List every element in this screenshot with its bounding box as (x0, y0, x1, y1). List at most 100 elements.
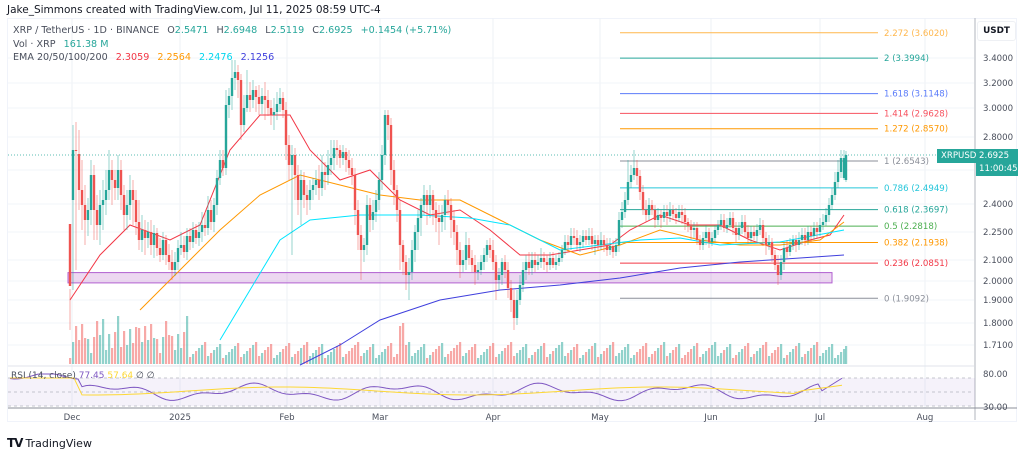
volume-bar (675, 347, 678, 364)
volume-bar (705, 351, 708, 364)
volume-bar (108, 334, 111, 364)
volume-legend[interactable]: Vol · XRP 161.38 M (13, 39, 114, 50)
candle-body (269, 108, 273, 115)
volume-bar (747, 343, 750, 364)
ema-legend[interactable]: EMA 20/50/100/200 2.3059 2.2564 2.2476 2… (13, 52, 279, 63)
candle-body (500, 262, 504, 275)
volume-bar (171, 336, 174, 364)
price-tick: 2.4000 (983, 200, 1013, 210)
candle-body (83, 205, 87, 220)
candle-body (806, 232, 810, 240)
candle-body (131, 190, 135, 200)
volume-bar (516, 353, 519, 364)
candle-body (419, 205, 423, 218)
candle-body (425, 195, 429, 205)
rsi-tick-30: 30.00 (983, 403, 1008, 413)
volume-bar (534, 352, 537, 364)
volume-bar (342, 357, 345, 364)
volume-bar (444, 357, 447, 364)
candle-body (842, 158, 846, 178)
support-zone-rectangle[interactable] (67, 272, 833, 284)
volume-bar (642, 346, 645, 364)
candle-body (686, 222, 690, 226)
candle-body (215, 178, 219, 205)
volume-bar (711, 345, 714, 364)
candle-body (341, 152, 345, 158)
chart-credit: Jake_Simmons created with TradingView.co… (7, 4, 381, 16)
rsi-legend[interactable]: RSI (14, close) 77.45 57.64 ∅ ∅ (11, 371, 155, 381)
candle-body (320, 172, 324, 188)
volume-bar (204, 342, 207, 364)
ema20-value: 2.3059 (115, 52, 150, 63)
candle-body (827, 205, 831, 215)
candle-body (653, 210, 657, 220)
volume-bar (144, 326, 147, 364)
candle-body (332, 148, 336, 158)
volume-bar (606, 348, 609, 364)
candle-body (296, 175, 300, 200)
volume-bar (795, 346, 798, 364)
candle-body (641, 192, 645, 210)
candle-body (584, 236, 588, 240)
volume-bar (570, 350, 573, 364)
candle-body (245, 95, 249, 108)
candle-body (482, 255, 486, 262)
volume-bar (213, 350, 216, 364)
volume-bar (120, 347, 123, 364)
candle-body (416, 218, 420, 232)
volume-bar (147, 340, 150, 364)
candle-body (788, 245, 792, 252)
volume-bar (441, 343, 444, 364)
volume-bar (657, 348, 660, 364)
volume-bar (681, 358, 684, 364)
volume-bar (168, 335, 171, 364)
candle-body (293, 155, 297, 175)
candle-body (683, 215, 687, 222)
candle-body (305, 195, 309, 200)
volume-bar (519, 350, 522, 364)
volume-bar (807, 351, 810, 364)
volume-bar (528, 358, 531, 364)
candle-body (566, 242, 570, 245)
volume-bar (708, 348, 711, 364)
volume-bar (845, 346, 848, 364)
volume-bar (798, 343, 801, 364)
candle-body (182, 245, 186, 252)
volume-bar (645, 343, 648, 364)
volume-bar (102, 319, 105, 364)
volume-bar (822, 353, 825, 364)
volume-bar (780, 344, 783, 364)
volume-bar (537, 349, 540, 364)
ohlc-change: +0.1454 (+5.71%) (360, 25, 452, 36)
volume-bar (165, 321, 168, 364)
candle-body (434, 210, 438, 218)
candle-body (155, 233, 159, 248)
volume-bar (765, 342, 768, 364)
candle-body (407, 272, 411, 275)
candle-body (431, 195, 435, 210)
volume-bar (99, 335, 102, 364)
volume-bar (690, 349, 693, 364)
tradingview-logo[interactable]: TV TradingView (7, 436, 92, 450)
ohlc-close: C2.6925 (312, 25, 353, 36)
ema100-value: 2.2476 (199, 52, 233, 63)
volume-bar (432, 352, 435, 364)
volume-bar (792, 349, 795, 364)
candle-body (725, 225, 729, 228)
candle-body (758, 225, 762, 230)
candle-body (230, 78, 234, 96)
volume-bar (774, 350, 777, 364)
volume-bar (624, 347, 627, 364)
volume-bar (105, 350, 108, 364)
candle-body (614, 245, 618, 252)
volume-bar (135, 327, 138, 364)
candle-body (539, 258, 543, 262)
candle-body (710, 238, 714, 242)
candle-body (218, 160, 222, 178)
price-tick: 2.1000 (983, 256, 1013, 266)
candle-body (761, 225, 765, 238)
volume-bar (345, 354, 348, 364)
currency-button[interactable]: USDT (977, 21, 1016, 41)
candle-body (356, 210, 360, 235)
